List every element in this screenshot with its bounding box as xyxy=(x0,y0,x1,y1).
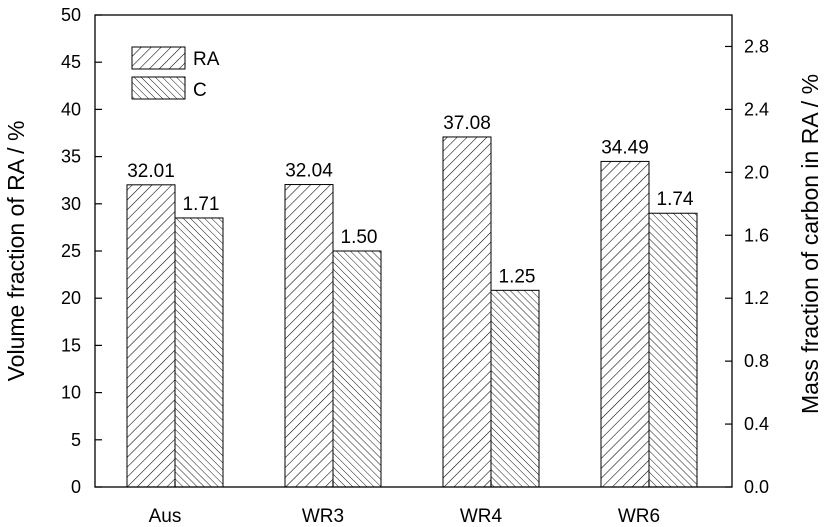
y2-axis-title: Mass fraction of carbon in RA / % xyxy=(797,74,823,414)
data-label-ra-wr6: 34.49 xyxy=(601,137,649,158)
y2-tick-label: 0.0 xyxy=(744,477,769,497)
data-label-ra-aus: 32.01 xyxy=(127,161,175,182)
x-axis: Aus WR3 WR4 WR6 xyxy=(149,481,660,527)
y-tick-label: 50 xyxy=(61,5,81,25)
legend-label-c: C xyxy=(193,80,207,101)
legend-swatch-ra xyxy=(131,46,186,70)
y-tick-label: 0 xyxy=(71,477,81,497)
x-tick-label-wr6: WR6 xyxy=(618,506,660,527)
bar-c-wr6 xyxy=(648,212,698,488)
y-tick-label: 20 xyxy=(61,288,81,308)
bar-ra-wr4 xyxy=(442,136,492,488)
y-axis-title: Volume fraction of RA / % xyxy=(3,121,29,382)
x-tick-label-wr3: WR3 xyxy=(302,506,344,527)
x-tick-label-wr4: WR4 xyxy=(460,506,503,527)
bar-c-aus xyxy=(174,217,224,488)
bar-ra-aus xyxy=(126,184,176,488)
y2-tick-label: 2.0 xyxy=(744,162,769,182)
bar-c-wr4 xyxy=(490,289,540,488)
y-tick-label: 15 xyxy=(61,335,81,355)
bar-ra-wr6 xyxy=(600,160,650,488)
data-labels-layer: 32.01 1.71 32.04 1.50 37.08 1.25 34.49 1.74 xyxy=(127,113,694,287)
y2-tick-label: 1.2 xyxy=(744,288,769,308)
y-tick-label: 35 xyxy=(61,147,81,167)
bar-ra-wr3 xyxy=(284,184,334,488)
y-tick-label: 25 xyxy=(61,241,81,261)
x-tick-label-aus: Aus xyxy=(149,506,182,527)
legend: RA C xyxy=(131,46,220,101)
legend-swatch-c xyxy=(131,76,186,100)
legend-label-ra: RA xyxy=(193,49,220,70)
y-tick-label: 30 xyxy=(61,194,81,214)
y-tick-label: 10 xyxy=(61,383,81,403)
y2-tick-label: 0.8 xyxy=(744,351,769,371)
y2-tick-label: 1.6 xyxy=(744,225,769,245)
data-label-c-aus: 1.71 xyxy=(183,194,220,215)
y2-tick-label: 2.4 xyxy=(744,99,769,119)
data-label-c-wr6: 1.74 xyxy=(657,189,694,210)
y2-tick-label: 0.4 xyxy=(744,414,769,434)
left-axis: 0 5 10 15 20 25 30 35 40 45 50 xyxy=(61,5,102,497)
y-tick-label: 5 xyxy=(71,430,81,450)
right-axis: 0.0 0.4 0.8 1.2 1.6 2.0 2.4 2.8 xyxy=(725,36,769,497)
bar-c-wr3 xyxy=(332,250,382,488)
data-label-c-wr3: 1.50 xyxy=(341,227,378,248)
y2-tick-label: 2.8 xyxy=(744,36,769,56)
y-tick-label: 40 xyxy=(61,99,81,119)
data-label-ra-wr4: 37.08 xyxy=(443,113,491,134)
bars-layer xyxy=(126,136,698,488)
y-tick-label: 45 xyxy=(61,52,81,72)
data-label-ra-wr3: 32.04 xyxy=(285,161,333,182)
data-label-c-wr4: 1.25 xyxy=(499,266,536,287)
